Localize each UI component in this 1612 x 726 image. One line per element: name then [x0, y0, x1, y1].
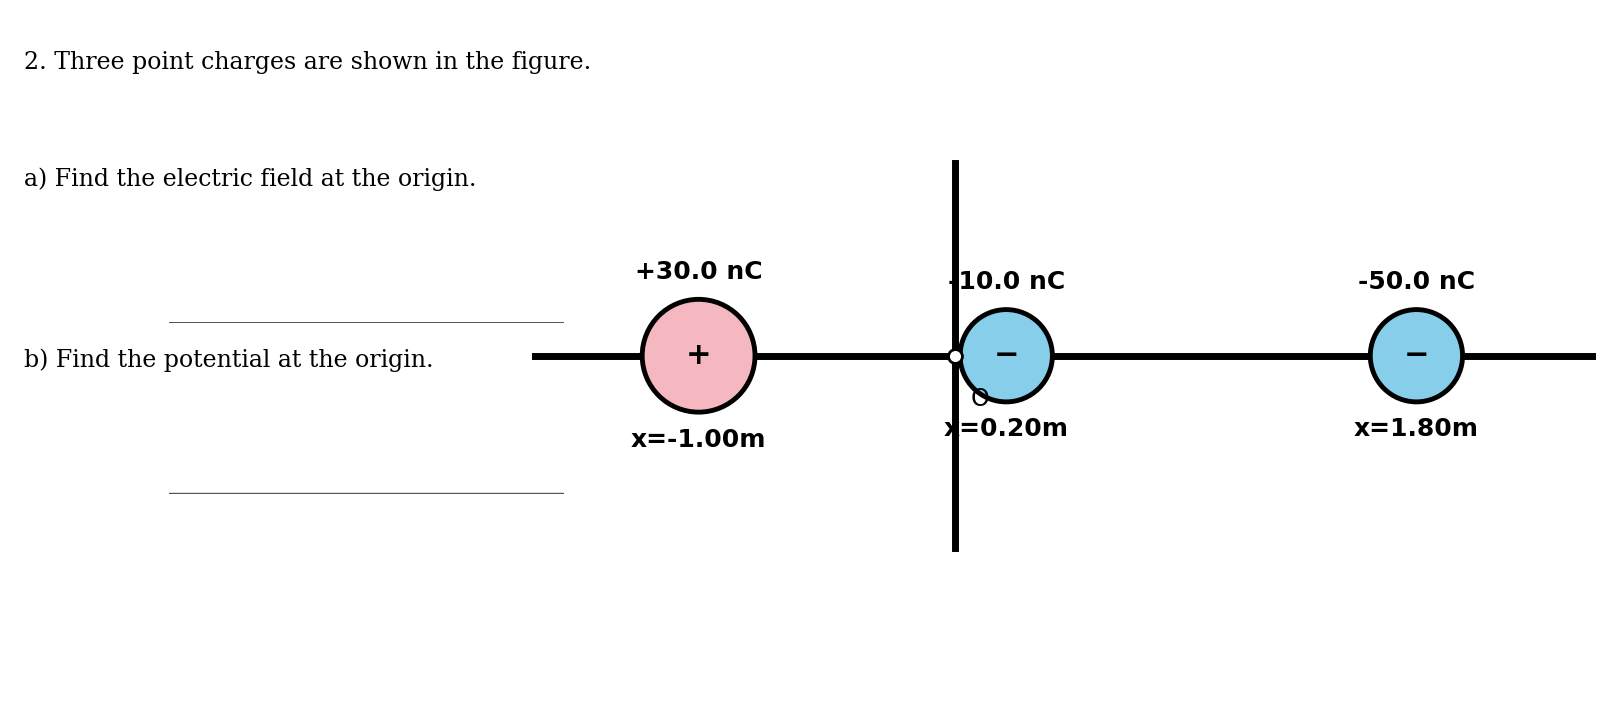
- Text: a) Find the electric field at the origin.: a) Find the electric field at the origin…: [24, 167, 477, 190]
- Text: 2. Three point charges are shown in the figure.: 2. Three point charges are shown in the …: [24, 51, 592, 74]
- Text: b) Find the potential at the origin.: b) Find the potential at the origin.: [24, 348, 434, 372]
- Text: x=-1.00m: x=-1.00m: [630, 428, 766, 452]
- Circle shape: [1370, 309, 1462, 402]
- Circle shape: [961, 309, 1053, 402]
- Text: +30.0 nC: +30.0 nC: [635, 260, 762, 284]
- Text: -10.0 nC: -10.0 nC: [948, 270, 1066, 294]
- Text: O: O: [970, 386, 990, 410]
- Text: -50.0 nC: -50.0 nC: [1357, 270, 1475, 294]
- Text: x=0.20m: x=0.20m: [943, 417, 1069, 441]
- Text: −: −: [1404, 341, 1430, 370]
- Text: x=1.80m: x=1.80m: [1354, 417, 1478, 441]
- Text: −: −: [993, 341, 1019, 370]
- Circle shape: [642, 299, 754, 412]
- Text: +: +: [685, 341, 711, 370]
